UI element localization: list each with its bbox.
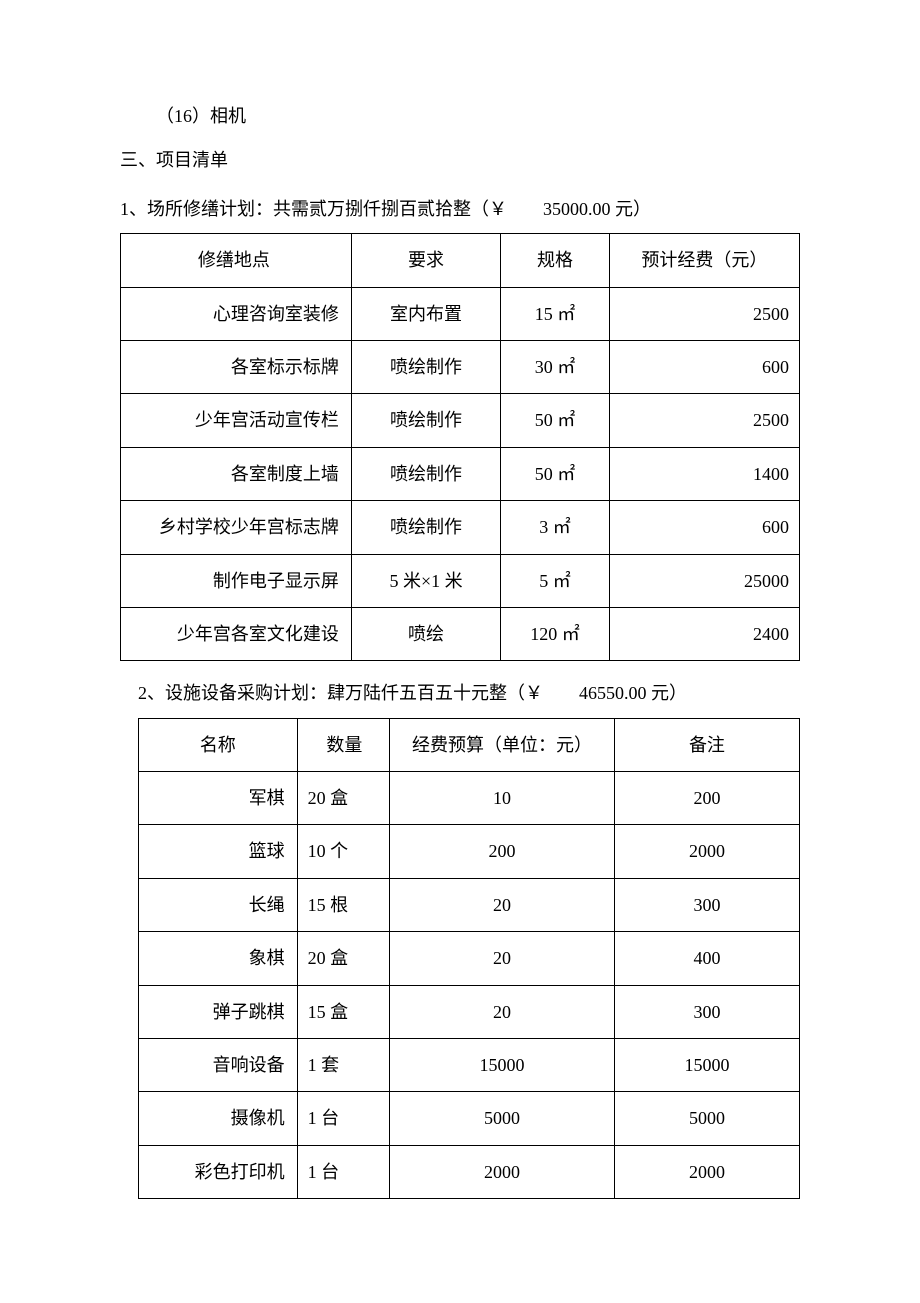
col-budget: 经费预算（单位：元） xyxy=(390,718,615,771)
table-cell: 各室标示标牌 xyxy=(121,340,352,393)
table-row: 制作电子显示屏5 米×1 米5 ㎡25000 xyxy=(121,554,800,607)
table-cell: 1400 xyxy=(609,447,799,500)
table2-title-amount: 46550.00 元） xyxy=(579,683,687,703)
table-cell: 1 台 xyxy=(297,1145,390,1198)
table-cell: 心理咨询室装修 xyxy=(121,287,352,340)
table-cell: 2000 xyxy=(614,825,799,878)
table-cell: 15 根 xyxy=(297,878,390,931)
table-cell: 20 xyxy=(390,878,615,931)
equipment-purchase-table: 名称 数量 经费预算（单位：元） 备注 军棋20 盒10200篮球10 个200… xyxy=(138,718,800,1200)
table-row: 心理咨询室装修室内布置15 ㎡2500 xyxy=(121,287,800,340)
table-cell: 喷绘制作 xyxy=(351,394,500,447)
table-cell: 1 台 xyxy=(297,1092,390,1145)
table-cell: 喷绘制作 xyxy=(351,340,500,393)
table-row: 象棋20 盒20400 xyxy=(139,932,800,985)
table-cell: 20 盒 xyxy=(297,932,390,985)
table2-title-text: 2、设施设备采购计划：肆万陆仟五百五十元整（￥ xyxy=(138,683,543,703)
table-cell: 10 个 xyxy=(297,825,390,878)
table-cell: 30 ㎡ xyxy=(501,340,610,393)
table-cell: 喷绘制作 xyxy=(351,447,500,500)
table-cell: 制作电子显示屏 xyxy=(121,554,352,607)
table-row: 少年宫各室文化建设喷绘120 ㎡2400 xyxy=(121,607,800,660)
table-cell: 音响设备 xyxy=(139,1039,298,1092)
table-cell: 2400 xyxy=(609,607,799,660)
table-header-row: 名称 数量 经费预算（单位：元） 备注 xyxy=(139,718,800,771)
table-cell: 15000 xyxy=(614,1039,799,1092)
table-row: 军棋20 盒10200 xyxy=(139,772,800,825)
table-cell: 少年宫各室文化建设 xyxy=(121,607,352,660)
table-cell: 喷绘制作 xyxy=(351,501,500,554)
table-cell: 弹子跳棋 xyxy=(139,985,298,1038)
table-row: 乡村学校少年宫标志牌喷绘制作3 ㎡600 xyxy=(121,501,800,554)
table-row: 各室标示标牌喷绘制作30 ㎡600 xyxy=(121,340,800,393)
col-quantity: 数量 xyxy=(297,718,390,771)
table-cell: 摄像机 xyxy=(139,1092,298,1145)
list-item-camera: （16）相机 xyxy=(120,100,800,132)
table1-title-text: 1、场所修缮计划：共需贰万捌仟捌百贰拾整（￥ xyxy=(120,199,507,219)
table-cell: 20 盒 xyxy=(297,772,390,825)
table-cell: 军棋 xyxy=(139,772,298,825)
table-cell: 5000 xyxy=(390,1092,615,1145)
table-row: 弹子跳棋15 盒20300 xyxy=(139,985,800,1038)
col-requirement: 要求 xyxy=(351,234,500,287)
table-cell: 10 xyxy=(390,772,615,825)
table-cell: 彩色打印机 xyxy=(139,1145,298,1198)
table-cell: 15 盒 xyxy=(297,985,390,1038)
table1-title-amount: 35000.00 元） xyxy=(543,199,651,219)
table-row: 音响设备1 套1500015000 xyxy=(139,1039,800,1092)
table-cell: 长绳 xyxy=(139,878,298,931)
table-cell: 各室制度上墙 xyxy=(121,447,352,500)
table-cell: 200 xyxy=(390,825,615,878)
table-row: 少年宫活动宣传栏喷绘制作50 ㎡2500 xyxy=(121,394,800,447)
table-cell: 300 xyxy=(614,878,799,931)
table-cell: 2500 xyxy=(609,394,799,447)
table-header-row: 修缮地点 要求 规格 预计经费（元） xyxy=(121,234,800,287)
table1-title: 1、场所修缮计划：共需贰万捌仟捌百贰拾整（￥ 35000.00 元） xyxy=(120,193,800,225)
col-note: 备注 xyxy=(614,718,799,771)
section-heading-project-list: 三、项目清单 xyxy=(120,144,800,176)
table-row: 长绳15 根20300 xyxy=(139,878,800,931)
table-cell: 5 ㎡ xyxy=(501,554,610,607)
table-row: 各室制度上墙喷绘制作50 ㎡1400 xyxy=(121,447,800,500)
table-cell: 2500 xyxy=(609,287,799,340)
table-cell: 20 xyxy=(390,932,615,985)
table-cell: 5000 xyxy=(614,1092,799,1145)
table-cell: 15000 xyxy=(390,1039,615,1092)
table2-body: 军棋20 盒10200篮球10 个2002000长绳15 根20300象棋20 … xyxy=(139,772,800,1199)
table-cell: 喷绘 xyxy=(351,607,500,660)
table2-title: 2、设施设备采购计划：肆万陆仟五百五十元整（￥ 46550.00 元） xyxy=(138,677,800,709)
col-location: 修缮地点 xyxy=(121,234,352,287)
table-row: 彩色打印机1 台20002000 xyxy=(139,1145,800,1198)
table-cell: 400 xyxy=(614,932,799,985)
table-cell: 25000 xyxy=(609,554,799,607)
table-cell: 2000 xyxy=(390,1145,615,1198)
table-row: 摄像机1 台50005000 xyxy=(139,1092,800,1145)
table-cell: 15 ㎡ xyxy=(501,287,610,340)
table-cell: 120 ㎡ xyxy=(501,607,610,660)
col-name: 名称 xyxy=(139,718,298,771)
table-cell: 乡村学校少年宫标志牌 xyxy=(121,501,352,554)
table-cell: 600 xyxy=(609,340,799,393)
renovation-plan-table: 修缮地点 要求 规格 预计经费（元） 心理咨询室装修室内布置15 ㎡2500各室… xyxy=(120,233,800,661)
table-cell: 2000 xyxy=(614,1145,799,1198)
col-spec: 规格 xyxy=(501,234,610,287)
table-cell: 50 ㎡ xyxy=(501,394,610,447)
table-cell: 5 米×1 米 xyxy=(351,554,500,607)
table-cell: 少年宫活动宣传栏 xyxy=(121,394,352,447)
table-cell: 200 xyxy=(614,772,799,825)
col-cost: 预计经费（元） xyxy=(609,234,799,287)
table-cell: 象棋 xyxy=(139,932,298,985)
table-row: 篮球10 个2002000 xyxy=(139,825,800,878)
table1-body: 心理咨询室装修室内布置15 ㎡2500各室标示标牌喷绘制作30 ㎡600少年宫活… xyxy=(121,287,800,661)
table-cell: 1 套 xyxy=(297,1039,390,1092)
table-cell: 篮球 xyxy=(139,825,298,878)
table-cell: 3 ㎡ xyxy=(501,501,610,554)
table-cell: 20 xyxy=(390,985,615,1038)
table-cell: 50 ㎡ xyxy=(501,447,610,500)
table-cell: 300 xyxy=(614,985,799,1038)
table-cell: 室内布置 xyxy=(351,287,500,340)
table-cell: 600 xyxy=(609,501,799,554)
